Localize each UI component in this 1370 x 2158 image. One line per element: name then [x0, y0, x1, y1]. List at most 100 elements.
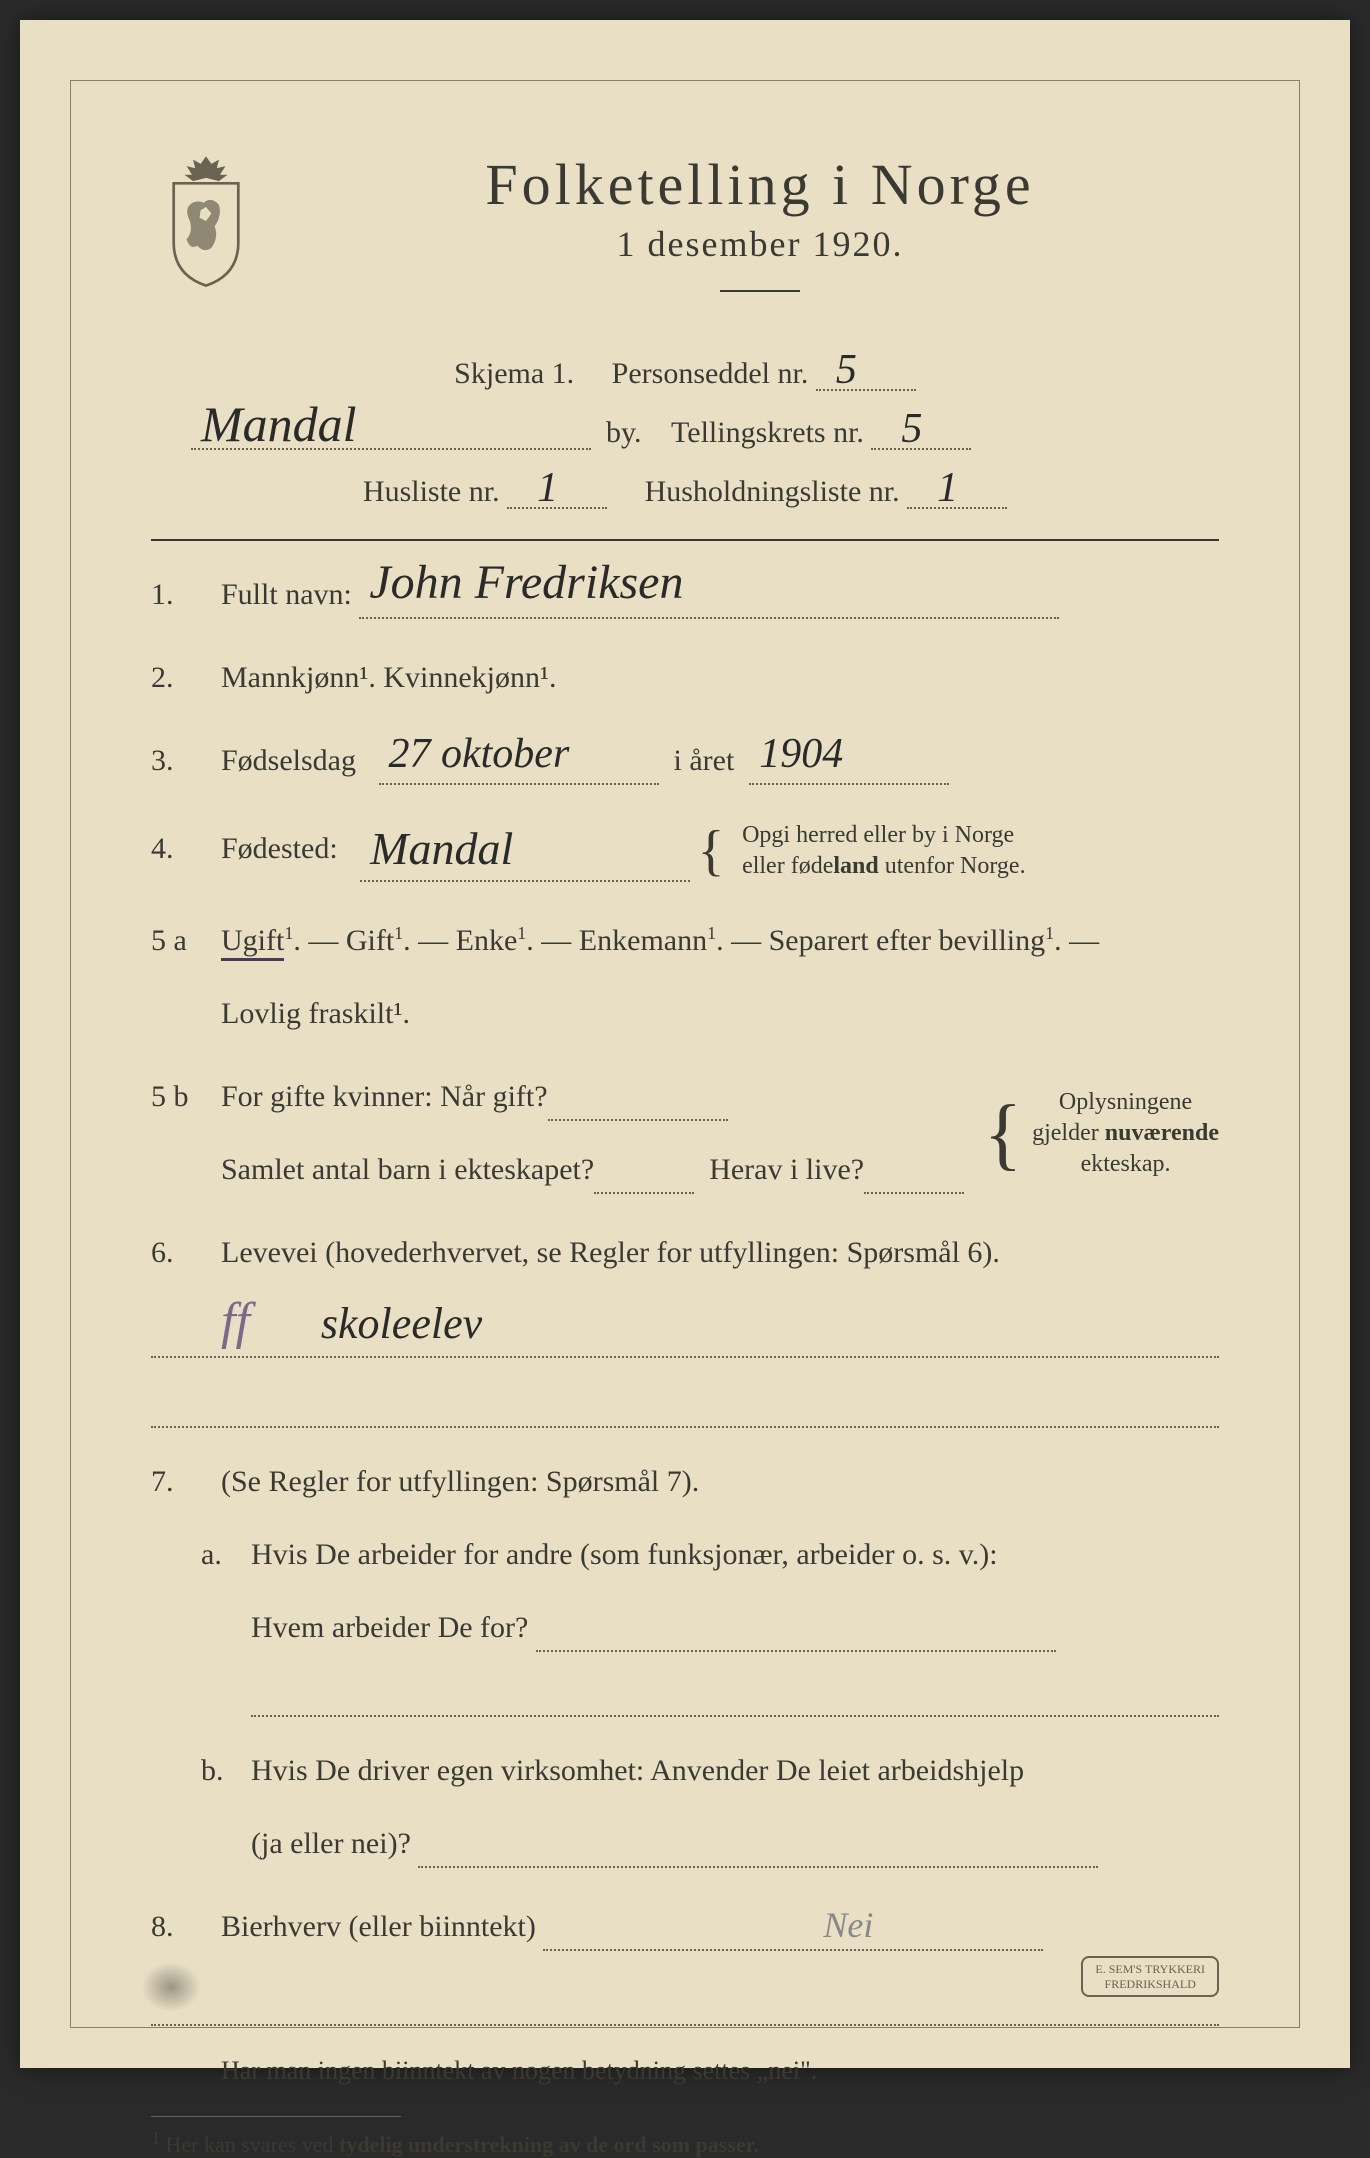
q4-value: Mandal	[370, 812, 513, 886]
q5a-selected: Ugift	[221, 924, 284, 961]
husholdning-field: 1	[907, 507, 1007, 509]
q1-field: John Fredriksen	[359, 617, 1059, 619]
q3-day-value: 27 oktober	[389, 721, 570, 788]
q8-blank	[151, 1986, 1219, 2026]
footer-note: Har man ingen biinntekt av nogen betydni…	[221, 2056, 1219, 2086]
personseddel-label: Personseddel nr.	[612, 357, 809, 390]
q7b-field	[418, 1866, 1098, 1868]
form-border: Folketelling i Norge 1 desember 1920. Sk…	[70, 80, 1300, 2028]
brace-icon: {	[698, 829, 725, 874]
q6-num: 6.	[151, 1229, 221, 1277]
coat-of-arms-icon	[151, 151, 261, 291]
q5a-options: Ugift1. — Gift1. — Enke1. — Enkemann1. —…	[221, 924, 1099, 957]
question-7a: a. Hvis De arbeider for andre (som funks…	[151, 1531, 1219, 1652]
question-3: 3. Fødselsdag 27 oktober i året 1904	[151, 737, 1219, 785]
q5b-note-l2: gjelder nuværende	[1032, 1120, 1219, 1146]
schema-line: Skjema 1. Personseddel nr. 5	[151, 357, 1219, 391]
husliste-label: Husliste nr.	[363, 475, 500, 508]
q7a-blank	[251, 1677, 1219, 1717]
main-title: Folketelling i Norge	[301, 151, 1219, 218]
q4-num: 4.	[151, 825, 221, 873]
q6-blank	[151, 1388, 1219, 1428]
schema-label: Skjema 1.	[454, 357, 574, 390]
header: Folketelling i Norge 1 desember 1920.	[151, 151, 1219, 327]
q7b-text1: Hvis De driver egen virksomhet: Anvender…	[251, 1754, 1024, 1787]
q1-value: John Fredriksen	[369, 545, 683, 622]
personseddel-field: 5	[816, 389, 916, 391]
q6-prefix: ff	[221, 1293, 250, 1350]
q8-num: 8.	[151, 1903, 221, 1951]
q3-year-field: 1904	[749, 783, 949, 785]
by-value: Mandal	[201, 395, 357, 453]
q3-label: Fødselsdag	[221, 744, 356, 777]
question-7: 7. (Se Regler for utfyllingen: Spørsmål …	[151, 1458, 1219, 1506]
question-8: 8. Bierhverv (eller biinntekt) Nei	[151, 1903, 1219, 1951]
q5b-field2	[594, 1192, 694, 1194]
q4-field: Mandal	[360, 880, 690, 882]
question-6: 6. Levevei (hovederhvervet, se Regler fo…	[151, 1229, 1219, 1277]
q7b-text2: (ja eller nei)?	[251, 1827, 411, 1860]
header-rule	[151, 539, 1219, 541]
q7a-text2: Hvem arbeider De for?	[251, 1611, 528, 1644]
footnote-rule	[151, 2116, 401, 2117]
date-subtitle: 1 desember 1920.	[301, 223, 1219, 265]
q5b-label3: Herav i live?	[709, 1153, 864, 1186]
q5b-field3	[864, 1192, 964, 1194]
personseddel-value: 5	[836, 346, 857, 394]
stamp-line2: FREDRIKSHALD	[1095, 1977, 1205, 1991]
footnote-text: 1 Her kan svares ved tydelig understrekn…	[151, 2132, 759, 2157]
q5a-num: 5 a	[151, 917, 221, 965]
q3-num: 3.	[151, 737, 221, 785]
q1-num: 1.	[151, 571, 221, 619]
q5b-field1	[548, 1119, 728, 1121]
tellingskrets-value: 5	[901, 405, 922, 453]
q8-label: Bierhverv (eller biinntekt)	[221, 1910, 536, 1943]
question-5a: 5 a Ugift1. — Gift1. — Enke1. — Enkemann…	[151, 917, 1219, 1038]
q5b-label2: Samlet antal barn i ekteskapet?	[221, 1153, 594, 1186]
q8-value: Nei	[823, 1897, 873, 1955]
q7-label: (Se Regler for utfyllingen: Spørsmål 7).	[221, 1458, 1219, 1506]
stamp-line1: E. SEM'S TRYKKERI	[1095, 1962, 1205, 1976]
by-label: by.	[606, 416, 642, 449]
question-4: 4. Fødested: Mandal { Opgi herred eller …	[151, 820, 1219, 882]
question-5b: 5 b For gifte kvinner: Når gift? Samlet …	[151, 1073, 1219, 1194]
q6-value: skoleelev	[321, 1299, 482, 1348]
title-divider	[720, 290, 800, 292]
q7b-num: b.	[201, 1747, 251, 1795]
printer-stamp: E. SEM'S TRYKKERI FREDRIKSHALD	[1081, 1956, 1219, 1997]
by-line: Mandal by. Tellingskrets nr. 5	[151, 416, 1219, 450]
q8-field: Nei	[543, 1949, 1043, 1951]
q7-num: 7.	[151, 1458, 221, 1506]
q7a-text1: Hvis De arbeider for andre (som funksjon…	[251, 1538, 998, 1571]
q5a-options2: Lovlig fraskilt¹.	[221, 990, 1219, 1038]
q1-label: Fullt navn:	[221, 578, 352, 611]
q4-note: Opgi herred eller by i Norge eller fødel…	[742, 820, 1026, 882]
q5b-num: 5 b	[151, 1073, 221, 1121]
q2-num: 2.	[151, 654, 221, 702]
tellingskrets-field: 5	[871, 448, 971, 450]
ink-smudge	[141, 1962, 201, 2012]
by-field: Mandal	[191, 448, 591, 450]
q6-label: Levevei (hovederhvervet, se Regler for u…	[221, 1229, 1219, 1277]
brace-icon: {	[984, 1102, 1022, 1166]
question-2: 2. Mannkjønn¹. Kvinnekjønn¹.	[151, 654, 1219, 702]
q5b-label1: For gifte kvinner: Når gift?	[221, 1080, 548, 1113]
q3-year-value: 1904	[759, 721, 843, 788]
q7a-num: a.	[201, 1531, 251, 1579]
q4-note-l2: eller fødeland utenfor Norge.	[742, 853, 1026, 879]
husliste-line: Husliste nr. 1 Husholdningsliste nr. 1	[151, 475, 1219, 509]
husholdning-label: Husholdningsliste nr.	[645, 475, 900, 508]
question-7b: b. Hvis De driver egen virksomhet: Anven…	[151, 1747, 1219, 1868]
q4-label: Fødested:	[221, 832, 338, 865]
q3-day-field: 27 oktober	[379, 783, 659, 785]
q5b-note: Oplysningene gjelder nuværende ekteskap.	[1032, 1087, 1219, 1181]
husliste-field: 1	[507, 507, 607, 509]
footnote-block: 1 Her kan svares ved tydelig understrekn…	[151, 2116, 1219, 2157]
husliste-value: 1	[537, 464, 558, 512]
question-1: 1. Fullt navn: John Fredriksen	[151, 571, 1219, 619]
q3-year-label: i året	[674, 744, 735, 777]
tellingskrets-label: Tellingskrets nr.	[671, 416, 864, 449]
q2-label: Mannkjønn¹. Kvinnekjønn¹.	[221, 654, 1219, 702]
q6-answer-line: ff skoleelev	[151, 1292, 1219, 1358]
census-page: Folketelling i Norge 1 desember 1920. Sk…	[20, 20, 1350, 2068]
